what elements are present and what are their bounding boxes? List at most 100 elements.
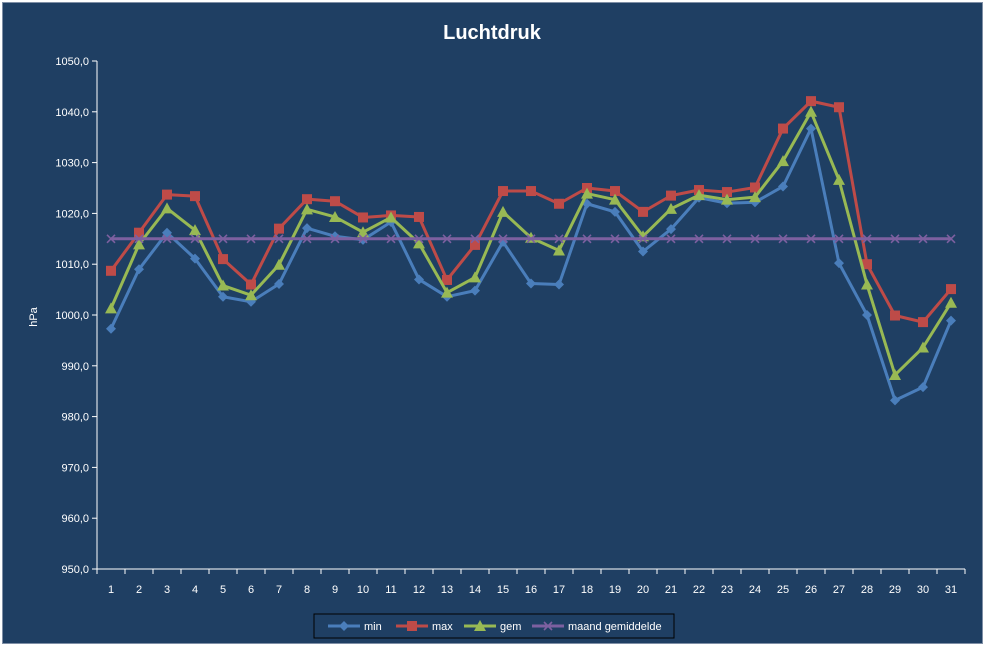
legend-marker [407, 621, 417, 631]
data-point-min [918, 382, 928, 393]
data-point-gem [413, 237, 425, 249]
chart-title: Luchtdruk [443, 22, 542, 44]
data-point-gem [161, 202, 173, 214]
x-tick-label: 5 [220, 584, 226, 596]
y-tick-label: 1000,0 [55, 310, 89, 322]
data-point-maand-gemiddelde [358, 234, 368, 244]
data-point-gem [861, 278, 873, 290]
x-tick-label: 2 [136, 584, 142, 596]
legend-item-maand-gemiddelde: maand gemiddelde [532, 621, 662, 633]
data-point-maand-gemiddelde [778, 234, 788, 244]
y-tick-label: 950,0 [61, 564, 89, 576]
data-point-maand-gemiddelde [582, 234, 592, 244]
series-line-gem [109, 110, 953, 377]
data-point-maand-gemiddelde [862, 234, 872, 244]
data-point-gem [329, 210, 341, 222]
line-chart: Luchtdruk hPa 950,0 960,0 970,0 980,0 990,0 1… [28, 22, 966, 639]
x-tick-label: 22 [693, 584, 705, 596]
x-tick-label: 6 [248, 584, 254, 596]
x-tick-label: 13 [441, 584, 453, 596]
data-point-maand-gemiddelde [834, 234, 844, 244]
data-point-gem [245, 289, 257, 301]
legend-label: gem [500, 621, 521, 633]
data-point-max [302, 194, 312, 205]
data-point-max [106, 265, 116, 276]
x-tick-label: 10 [357, 584, 369, 596]
data-point-maand-gemiddelde [274, 234, 284, 244]
x-tick-label: 11 [385, 584, 396, 596]
data-point-max [638, 206, 648, 217]
data-point-max [442, 274, 452, 285]
plot-area [105, 96, 957, 406]
x-tick-label: 9 [332, 584, 338, 596]
data-point-min [890, 395, 900, 406]
data-point-max [526, 186, 536, 197]
data-point-max [330, 196, 340, 207]
data-point-maand-gemiddelde [918, 234, 928, 244]
data-point-gem [609, 193, 621, 205]
data-point-max [834, 102, 844, 113]
legend-marker [543, 621, 553, 631]
legend-marker [474, 620, 486, 631]
y-tick-label: 980,0 [61, 412, 89, 424]
x-tick-label: 26 [805, 584, 817, 596]
data-point-min [638, 246, 648, 257]
data-point-max [806, 96, 816, 107]
data-point-max [610, 186, 620, 197]
data-point-max [918, 317, 928, 328]
data-point-maand-gemiddelde [722, 234, 732, 244]
data-point-maand-gemiddelde [442, 234, 452, 244]
legend-marker [339, 621, 349, 631]
y-tick-label: 970,0 [61, 462, 89, 474]
data-point-max [946, 284, 956, 295]
data-point-gem [189, 224, 201, 236]
data-point-max [470, 239, 480, 250]
data-point-gem [385, 211, 397, 223]
y-tick-label: 1020,0 [55, 208, 89, 220]
x-tick-label: 23 [721, 584, 733, 596]
x-tick-label: 25 [777, 584, 789, 596]
y-tick-label: 990,0 [61, 361, 89, 373]
x-tick-label: 15 [497, 584, 509, 596]
data-point-min [414, 274, 424, 285]
x-tick-label: 16 [525, 584, 537, 596]
data-point-max [750, 182, 760, 193]
data-point-maand-gemiddelde [890, 234, 900, 244]
data-point-min [134, 264, 144, 275]
data-point-gem [665, 202, 677, 214]
y-tick-label: 960,0 [61, 513, 89, 525]
data-point-gem [945, 296, 957, 308]
x-tick-label: 8 [304, 584, 310, 596]
data-point-min [470, 285, 480, 296]
legend: min max gem maand gemiddelde [313, 613, 675, 639]
data-point-gem [805, 105, 817, 117]
data-point-maand-gemiddelde [694, 234, 704, 244]
x-tick-label: 27 [833, 584, 845, 596]
series-gem [105, 105, 957, 380]
data-point-min [834, 258, 844, 269]
data-point-gem [441, 286, 453, 298]
x-tick-label: 18 [581, 584, 593, 596]
data-point-gem [133, 238, 145, 250]
data-point-maand-gemiddelde [750, 234, 760, 244]
data-point-gem [833, 173, 845, 185]
data-point-min [274, 279, 284, 290]
data-point-min [862, 310, 872, 320]
series-min [106, 123, 956, 406]
data-point-maand-gemiddelde [190, 234, 200, 244]
data-point-min [666, 224, 676, 235]
y-tick-label: 1030,0 [55, 158, 89, 170]
data-point-maand-gemiddelde [134, 234, 144, 244]
data-point-min [218, 291, 228, 302]
data-point-min [554, 279, 564, 290]
series-line-min [109, 127, 953, 402]
data-point-gem [553, 244, 565, 256]
x-tick-label: 3 [164, 584, 170, 596]
x-tick-label: 31 [945, 584, 957, 596]
data-point-max [358, 212, 368, 223]
data-point-min [190, 253, 200, 264]
data-point-maand-gemiddelde [946, 234, 956, 244]
data-point-gem [581, 187, 593, 199]
data-point-max [498, 186, 508, 197]
